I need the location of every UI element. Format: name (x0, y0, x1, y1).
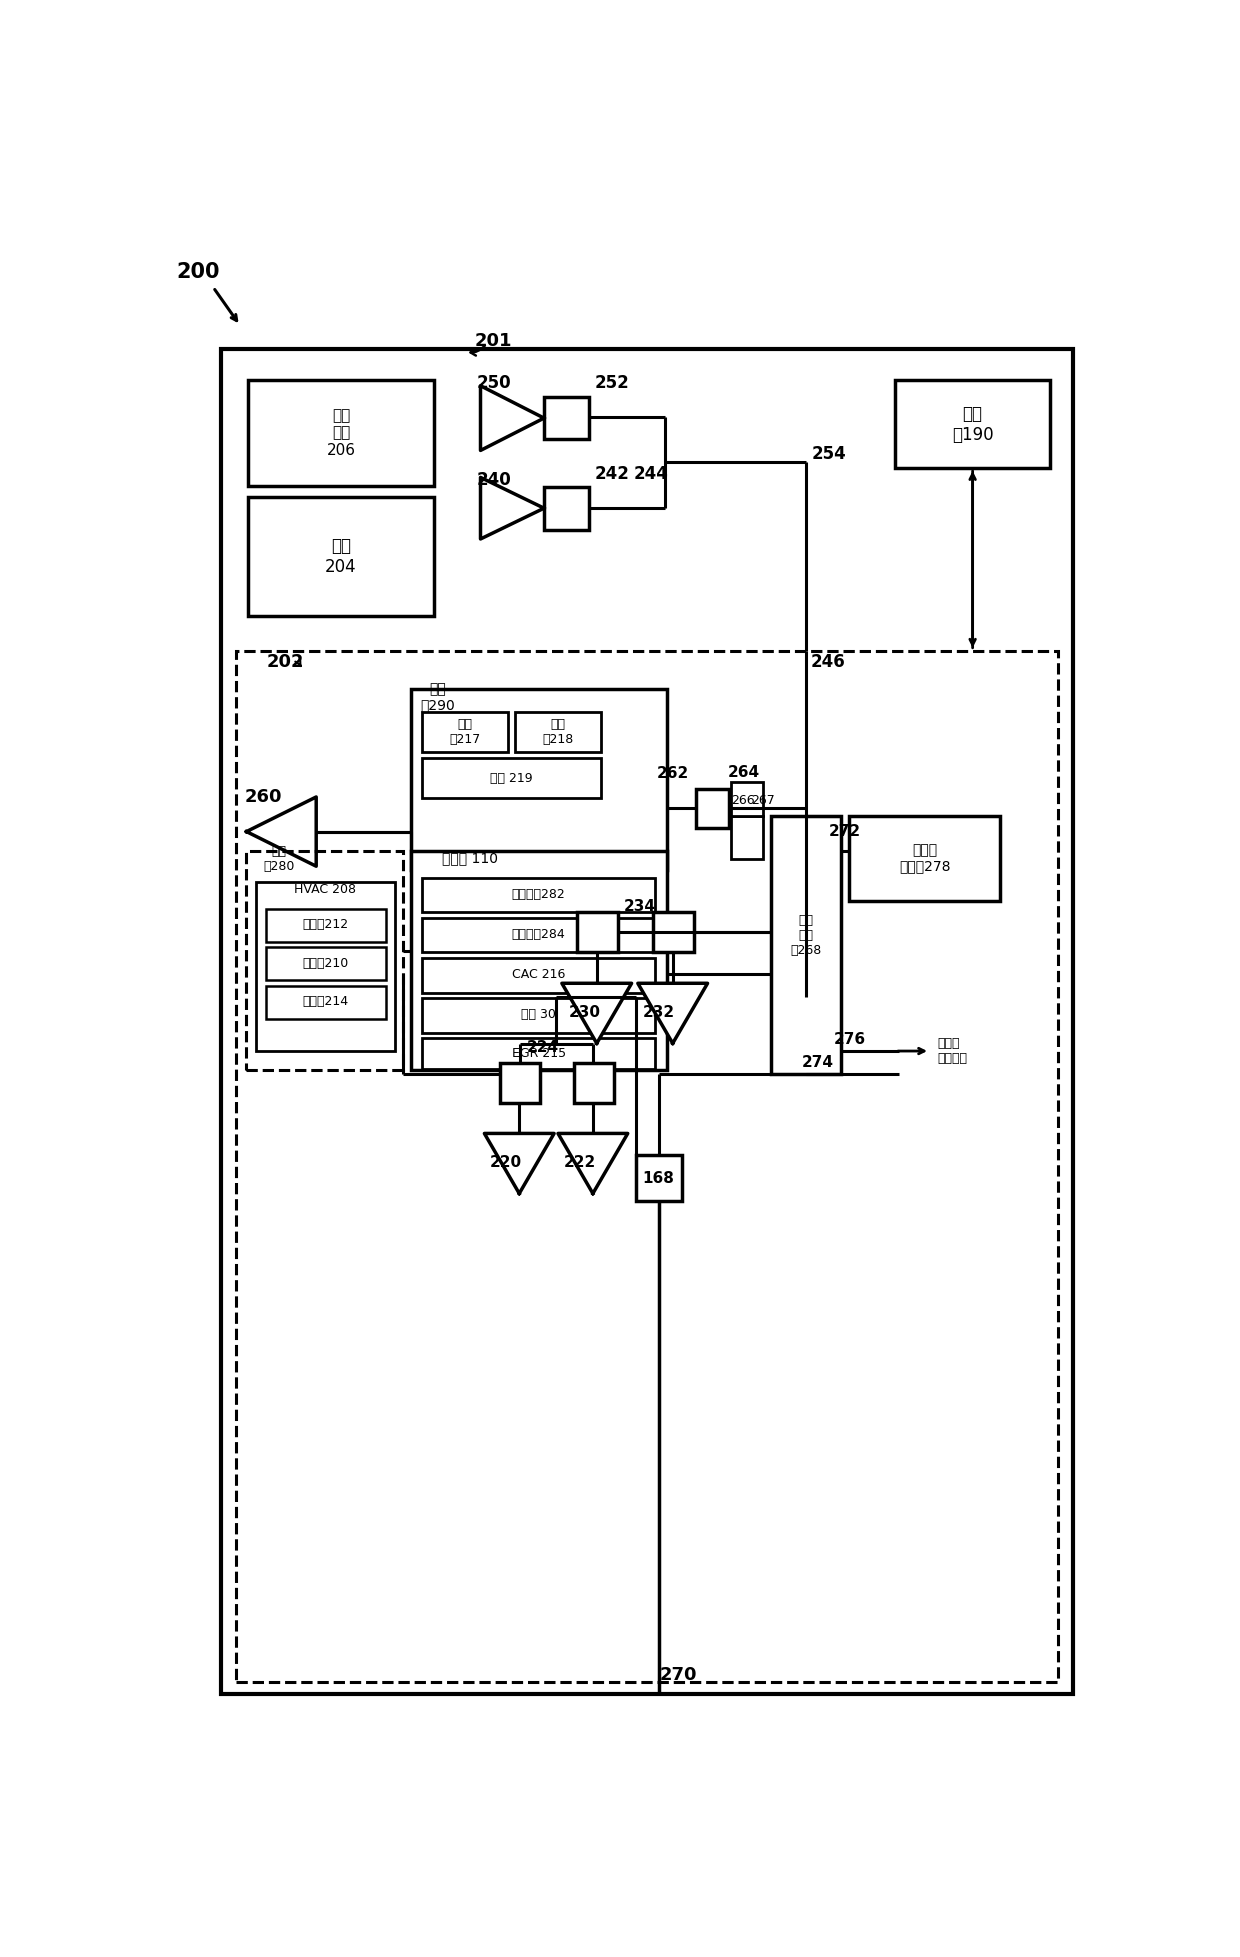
Bar (255, 883, 396, 1051)
Text: 220: 220 (490, 1155, 522, 1170)
Text: 公共
储水
器268: 公共 储水 器268 (790, 914, 822, 957)
Bar (265, 986, 386, 1020)
Text: 202: 202 (267, 654, 304, 671)
Text: 244: 244 (634, 464, 668, 483)
Bar (423, 998, 655, 1033)
Bar (573, 1063, 614, 1102)
Text: 饮用水
储水器278: 饮用水 储水器278 (899, 843, 950, 873)
Text: 车厢
204: 车厢 204 (325, 538, 357, 575)
Text: 气缸 30: 气缸 30 (521, 1008, 556, 1022)
Text: 270: 270 (660, 1665, 697, 1683)
Text: 264: 264 (728, 765, 760, 779)
Bar (635, 1155, 682, 1202)
Text: 电机 219: 电机 219 (490, 771, 533, 785)
Text: 267: 267 (751, 795, 775, 808)
Text: 266: 266 (730, 795, 754, 808)
Bar (248, 497, 434, 616)
Text: 230: 230 (568, 1006, 600, 1020)
Bar (423, 1037, 655, 1069)
Text: 276: 276 (835, 1031, 867, 1047)
Polygon shape (485, 1133, 554, 1194)
Polygon shape (481, 386, 544, 450)
Bar (696, 789, 729, 828)
Bar (423, 918, 655, 953)
Bar (423, 879, 655, 912)
Bar (516, 712, 600, 751)
Text: 控制
器190: 控制 器190 (952, 405, 993, 444)
Text: 蒸发器212: 蒸发器212 (303, 918, 348, 932)
Bar (248, 380, 434, 485)
Text: 262: 262 (656, 767, 689, 781)
Polygon shape (247, 796, 316, 867)
Bar (730, 816, 764, 859)
Bar (500, 1063, 541, 1102)
Polygon shape (562, 982, 631, 1043)
Bar (895, 380, 1050, 468)
Text: 224: 224 (527, 1039, 558, 1055)
Text: 至喷射
器，喷嘴: 至喷射 器，喷嘴 (937, 1037, 967, 1065)
Text: 260: 260 (244, 789, 283, 806)
Text: 250: 250 (476, 374, 511, 391)
Text: 进气管道282: 进气管道282 (512, 888, 565, 902)
Text: 发动机 110: 发动机 110 (441, 851, 497, 865)
Text: 240: 240 (476, 472, 511, 489)
Text: 车辆
表面
206: 车辆 表面 206 (326, 407, 356, 458)
Text: 252: 252 (595, 374, 630, 393)
Text: 232: 232 (642, 1006, 675, 1020)
Bar (237, 650, 1058, 1683)
Text: 242: 242 (595, 464, 630, 483)
Bar (247, 851, 403, 1070)
Bar (423, 759, 600, 798)
Polygon shape (558, 1133, 627, 1194)
Bar (265, 947, 386, 980)
Bar (544, 397, 589, 438)
Bar (410, 689, 667, 871)
Bar (848, 816, 999, 900)
Polygon shape (637, 982, 708, 1043)
Text: 200: 200 (176, 262, 219, 282)
Text: 蒸发
器217: 蒸发 器217 (449, 718, 481, 746)
Bar (653, 912, 693, 953)
Text: 燃料系统284: 燃料系统284 (512, 928, 565, 941)
Text: 排取
器290: 排取 器290 (420, 681, 455, 712)
Bar (578, 912, 618, 953)
Bar (771, 816, 841, 1074)
Bar (423, 712, 507, 751)
Text: 274: 274 (801, 1055, 833, 1070)
Bar (410, 851, 667, 1070)
Text: CAC 216: CAC 216 (512, 969, 565, 980)
Text: 222: 222 (563, 1155, 596, 1170)
Bar (730, 781, 764, 816)
Bar (423, 957, 655, 992)
Text: 显示
器280: 显示 器280 (263, 845, 295, 873)
Text: 246: 246 (810, 654, 846, 671)
Text: 272: 272 (828, 824, 861, 840)
Polygon shape (481, 478, 544, 538)
Text: 201: 201 (475, 333, 512, 350)
Bar (544, 487, 589, 530)
Text: 冷凝器210: 冷凝器210 (303, 957, 348, 971)
Text: 234: 234 (624, 898, 656, 914)
Text: 冷凝
器218: 冷凝 器218 (542, 718, 574, 746)
Text: HVAC 208: HVAC 208 (295, 883, 357, 896)
Bar (221, 348, 1074, 1695)
Text: EGR 215: EGR 215 (512, 1047, 565, 1061)
Text: 254: 254 (812, 446, 847, 464)
Text: 168: 168 (642, 1170, 675, 1186)
Text: 压缩机214: 压缩机214 (303, 996, 348, 1008)
Bar (265, 908, 386, 941)
